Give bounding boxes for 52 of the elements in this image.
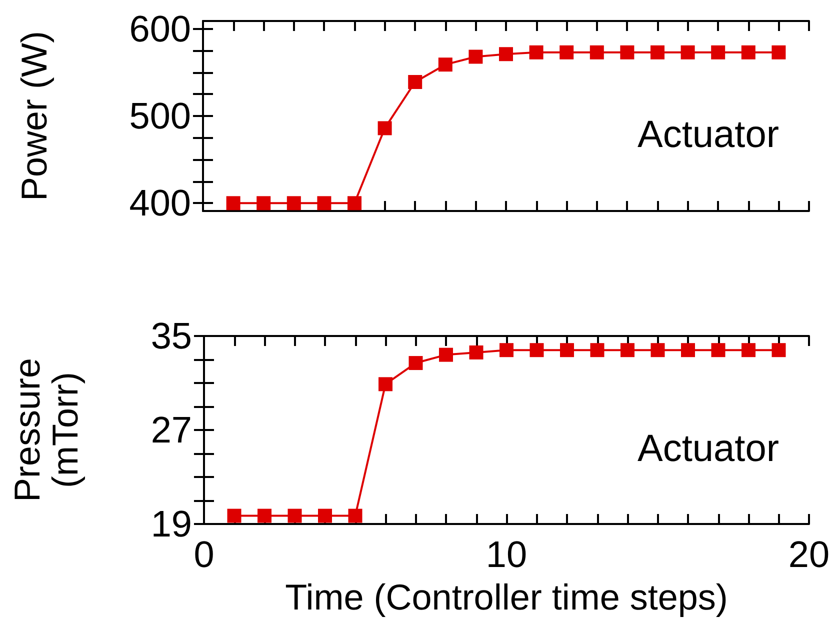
- point: [772, 45, 786, 60]
- y-axis-title: Pressure (mTorr): [6, 358, 86, 502]
- point: [620, 45, 634, 60]
- point: [499, 47, 513, 62]
- point: [620, 343, 634, 358]
- point: [772, 343, 786, 358]
- point: [286, 196, 301, 210]
- point: [258, 508, 272, 523]
- point: [227, 508, 242, 523]
- x-tick-label: 0: [194, 534, 214, 575]
- point: [288, 508, 302, 523]
- point: [500, 343, 514, 358]
- point: [741, 45, 756, 60]
- point: [439, 348, 453, 362]
- y-tick-label: 400: [129, 182, 191, 224]
- point: [318, 508, 332, 523]
- point: [408, 356, 423, 370]
- point: [650, 343, 665, 358]
- y-axis-title: Power (W): [14, 31, 54, 201]
- point: [256, 196, 271, 210]
- point: [590, 45, 604, 60]
- point: [560, 45, 574, 60]
- point: [680, 45, 695, 60]
- x-axis-title: Time (Controller time steps): [285, 576, 728, 618]
- point: [226, 196, 240, 210]
- point: [650, 45, 664, 60]
- point: [469, 345, 484, 360]
- point: [317, 196, 332, 210]
- point: [348, 196, 362, 210]
- annotation: Actuator: [637, 114, 780, 156]
- point: [438, 58, 452, 72]
- y-tick-label: 19: [150, 504, 192, 544]
- y-tick-label: 500: [129, 96, 191, 136]
- point: [468, 50, 483, 64]
- point: [378, 121, 392, 136]
- point: [590, 343, 604, 358]
- point: [560, 343, 574, 358]
- annotation: Actuator: [637, 428, 780, 470]
- point: [711, 45, 726, 60]
- point: [529, 45, 544, 60]
- point: [681, 343, 695, 358]
- point: [348, 508, 362, 523]
- y-tick-label: 27: [150, 410, 192, 450]
- point: [408, 75, 422, 90]
- y-tick-label: 600: [129, 8, 191, 50]
- x-tick-label: 20: [788, 534, 830, 575]
- y-tick-label: 35: [150, 316, 192, 356]
- point: [742, 343, 756, 358]
- point: [378, 377, 392, 392]
- point: [530, 343, 544, 358]
- x-tick-label: 10: [486, 534, 528, 575]
- point: [711, 343, 726, 358]
